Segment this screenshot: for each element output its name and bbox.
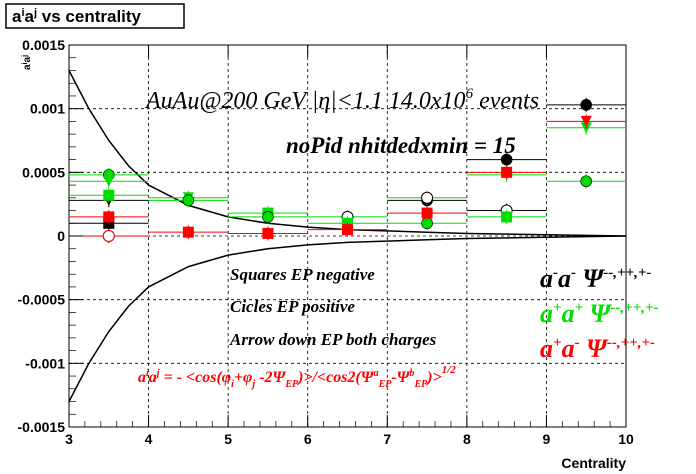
data-point-circle <box>262 211 274 223</box>
x-tick-label: 7 <box>383 431 391 447</box>
x-tick-label: 8 <box>463 431 471 447</box>
data-point-triangle <box>580 115 592 127</box>
category-plus-plus: a+a+ Ψ--,++,+- <box>540 299 659 328</box>
x-axis-label: Centrality <box>561 455 626 471</box>
data-point-triangle <box>103 175 115 187</box>
legend-squares: Squares EP negative <box>230 265 375 284</box>
y-tick-label: 0.0015 <box>22 37 65 53</box>
data-point-circle <box>580 175 593 188</box>
x-tick-label: 6 <box>304 431 312 447</box>
x-tick-label: 5 <box>224 431 232 447</box>
data-point-circle <box>182 194 195 207</box>
legend-arrows: Arrow down EP both charges <box>229 330 437 349</box>
x-tick-label: 4 <box>145 431 153 447</box>
data-point-circle <box>500 153 513 166</box>
data-point-square <box>501 166 513 178</box>
data-points <box>69 97 626 243</box>
x-tick-label: 9 <box>543 431 551 447</box>
category-plus-minus: a+a- Ψ--,++,+- <box>540 334 655 363</box>
axes: 3 4 5 6 7 8 9 10 -0.0015 -0.001 -0.0005 0 0.0005 0.00… <box>18 37 634 447</box>
title-box: aiaj vs centrality <box>5 3 185 29</box>
data-point-open-circle <box>421 191 434 204</box>
data-point-square <box>182 226 194 238</box>
category-minus-minus: a-a- Ψ--,++,+- <box>540 264 651 293</box>
y-tick-label: -0.0015 <box>18 419 66 435</box>
x-tick-label: 3 <box>65 431 73 447</box>
y-tick-label: 0.001 <box>30 101 65 117</box>
envelope-curve <box>68 235 627 402</box>
x-tick-label: 10 <box>618 431 634 447</box>
data-point-square <box>342 224 353 236</box>
data-point-circle <box>580 99 593 111</box>
header-annotation: AuAu@200 GeV |η|<1.1 14.0x106 events <box>144 86 539 114</box>
chart-title: aiaj vs centrality <box>12 7 142 26</box>
y-axis-label: aiaj <box>22 55 33 70</box>
formula-annotation: aiaj = - <cos(φi+φj -2ΨEP)>/<cos2(ΨaEP-Ψ… <box>138 364 456 390</box>
y-tick-label: 0.0005 <box>22 164 65 180</box>
data-point-open-circle <box>102 230 115 242</box>
data-point-square <box>421 207 433 219</box>
subheader-annotation: noPid nhitdedxmin = 15 <box>286 133 516 158</box>
y-tick-label: -0.001 <box>25 355 65 371</box>
y-tick-label: -0.0005 <box>18 292 66 308</box>
data-point-square <box>501 211 513 223</box>
data-point-square <box>103 189 115 201</box>
y-tick-label: 0 <box>57 228 65 244</box>
data-point-square <box>103 211 115 223</box>
data-point-square <box>262 227 274 239</box>
legend-circles: Cicles EP positive <box>230 297 355 316</box>
